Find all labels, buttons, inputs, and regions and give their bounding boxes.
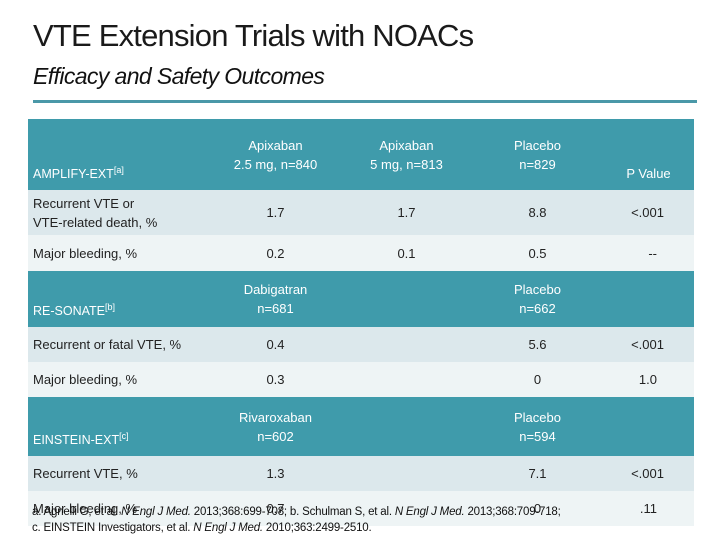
cell-pvalue: <.001: [603, 190, 694, 235]
cell-pvalue: <.001: [603, 456, 694, 491]
cell-value: 0.4: [210, 327, 341, 362]
row-label: Recurrent VTE or VTE-related death, %: [28, 190, 210, 235]
amplify-apixaban-2-5-header: Apixaban 2.5 mg, n=840: [210, 119, 341, 190]
cell-value: 0.2: [210, 235, 341, 271]
cell-value: [341, 491, 472, 526]
row-label: Recurrent VTE, %: [28, 456, 210, 491]
cell-pvalue: --: [603, 235, 694, 271]
cell-value: 1.3: [210, 456, 341, 491]
cell-value: 0.1: [341, 235, 472, 271]
resonate-dabigatran-header: Dabigatran n=681: [210, 271, 341, 327]
einstein-placebo-header: Placebo n=594: [472, 397, 603, 456]
pvalue-header: P Value: [603, 119, 694, 190]
amplify-apixaban-5-header: Apixaban 5 mg, n=813: [341, 119, 472, 190]
footnote-line-1: a. Agnelli G, et al. N Engl J Med. 2013;…: [32, 506, 561, 518]
row-label: Recurrent or fatal VTE, %: [28, 327, 210, 362]
footnote-line-2: c. EINSTEIN Investigators, et al. N Engl…: [32, 522, 372, 534]
cell-value: [341, 362, 472, 397]
einstein-trial-label: EINSTEIN-EXT[c]: [28, 397, 210, 456]
table-row: Major bleeding, % 0.2 0.1 0.5 --: [28, 235, 694, 271]
cell-pvalue: .11: [603, 491, 694, 526]
empty-header-cell: [341, 271, 472, 327]
cell-value: 8.8: [472, 190, 603, 235]
table-row: Recurrent VTE, % 1.3 7.1 <.001: [28, 456, 694, 491]
resonate-trial-label: RE-SONATE[b]: [28, 271, 210, 327]
cell-value: 0.3: [210, 362, 341, 397]
cell-value: 0: [472, 491, 603, 526]
einstein-header-row: EINSTEIN-EXT[c] Rivaroxaban n=602 Placebo…: [28, 397, 694, 456]
table-row: Major bleeding, % 0.3 0 1.0: [28, 362, 694, 397]
cell-value: 1.7: [210, 190, 341, 235]
cell-value: [341, 456, 472, 491]
amplify-header-row: AMPLIFY-EXT[a] Apixaban 2.5 mg, n=840 Api…: [28, 119, 694, 190]
resonate-placebo-header: Placebo n=662: [472, 271, 603, 327]
cell-value: [341, 327, 472, 362]
trials-table: AMPLIFY-EXT[a] Apixaban 2.5 mg, n=840 Api…: [28, 119, 694, 526]
cell-value: 1.7: [341, 190, 472, 235]
cell-value: 0.5: [472, 235, 603, 271]
slide-subtitle: Efficacy and Safety Outcomes: [33, 63, 325, 89]
cell-pvalue: 1.0: [603, 362, 694, 397]
einstein-rivaroxaban-header: Rivaroxaban n=602: [210, 397, 341, 456]
references-footnote: a. Agnelli G, et al. N Engl J Med. 2013;…: [32, 504, 561, 536]
cell-pvalue: <.001: [603, 327, 694, 362]
slide-title: VTE Extension Trials with NOACs: [33, 18, 474, 53]
table-row: Major bleeding, % 0.7 0 .11: [28, 491, 694, 526]
row-label: Major bleeding, %: [28, 362, 210, 397]
empty-header-cell: [603, 271, 694, 327]
empty-header-cell: [603, 397, 694, 456]
empty-header-cell: [341, 397, 472, 456]
title-divider: [33, 100, 697, 103]
resonate-header-row: RE-SONATE[b] Dabigatran n=681 Placebo n=66…: [28, 271, 694, 327]
table-row: Recurrent VTE or VTE-related death, % 1.7…: [28, 190, 694, 235]
cell-value: 5.6: [472, 327, 603, 362]
cell-value: 7.1: [472, 456, 603, 491]
row-label: Major bleeding, %: [28, 491, 210, 526]
amplify-trial-label: AMPLIFY-EXT[a]: [28, 119, 210, 190]
cell-value: 0: [472, 362, 603, 397]
amplify-placebo-header: Placebo n=829: [472, 119, 603, 190]
table-row: Recurrent or fatal VTE, % 0.4 5.6 <.001: [28, 327, 694, 362]
row-label: Major bleeding, %: [28, 235, 210, 271]
cell-value: 0.7: [210, 491, 341, 526]
